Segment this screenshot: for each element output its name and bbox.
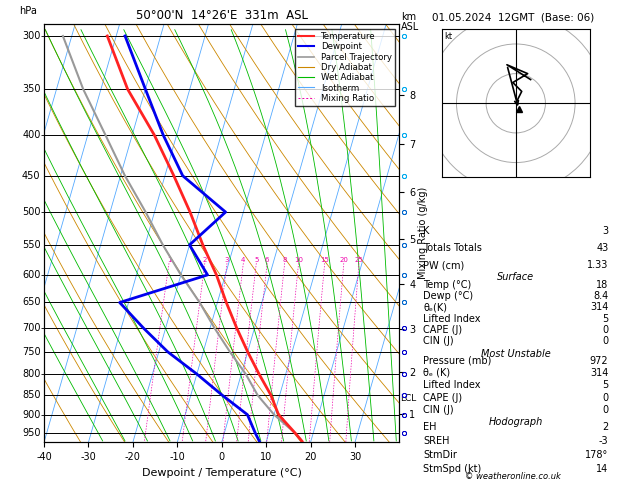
Text: 5: 5 [602,313,608,324]
Text: Totals Totals: Totals Totals [423,243,482,253]
Text: CIN (J): CIN (J) [423,405,454,415]
Text: 0: 0 [602,393,608,402]
Text: 2: 2 [602,422,608,432]
Text: 25: 25 [355,257,364,263]
Text: EH: EH [423,422,437,432]
Text: 43: 43 [596,243,608,253]
Text: 850: 850 [22,390,40,400]
Text: 10: 10 [294,257,303,263]
Text: 800: 800 [22,369,40,379]
Text: 8.4: 8.4 [593,291,608,301]
Text: SREH: SREH [423,435,450,446]
Text: 650: 650 [22,297,40,308]
Text: CAPE (J): CAPE (J) [423,325,462,335]
Text: Most Unstable: Most Unstable [481,349,550,360]
Text: 450: 450 [22,171,40,181]
Text: 1.33: 1.33 [587,260,608,270]
Text: Lifted Index: Lifted Index [423,313,481,324]
Text: StmSpd (kt): StmSpd (kt) [423,464,481,474]
Text: Pressure (mb): Pressure (mb) [423,356,492,365]
Text: 600: 600 [22,270,40,280]
Text: 178°: 178° [585,450,608,460]
Text: 15: 15 [320,257,329,263]
Text: 314: 314 [590,368,608,378]
Text: Dewp (°C): Dewp (°C) [423,291,473,301]
Text: km: km [401,12,416,22]
Text: 314: 314 [590,302,608,312]
Text: 18: 18 [596,280,608,290]
Text: 0: 0 [602,336,608,347]
Text: 300: 300 [22,31,40,41]
Text: ASL: ASL [401,21,419,32]
Text: 972: 972 [590,356,608,365]
Text: 900: 900 [22,410,40,420]
Text: 0: 0 [602,325,608,335]
Text: CIN (J): CIN (J) [423,336,454,347]
Text: 5: 5 [602,380,608,390]
Text: hPa: hPa [19,6,37,16]
Text: 400: 400 [22,130,40,140]
Text: Lifted Index: Lifted Index [423,380,481,390]
Text: 20: 20 [340,257,348,263]
Text: 14: 14 [596,464,608,474]
Text: 950: 950 [22,428,40,438]
Text: PW (cm): PW (cm) [423,260,464,270]
Text: 350: 350 [22,84,40,94]
Text: 4: 4 [241,257,245,263]
Text: 0: 0 [602,405,608,415]
Text: θₑ(K): θₑ(K) [423,302,447,312]
Text: 500: 500 [22,207,40,217]
Text: 01.05.2024  12GMT  (Base: 06): 01.05.2024 12GMT (Base: 06) [431,12,594,22]
Legend: Temperature, Dewpoint, Parcel Trajectory, Dry Adiabat, Wet Adiabat, Isotherm, Mi: Temperature, Dewpoint, Parcel Trajectory… [295,29,395,106]
Title: 50°00'N  14°26'E  331m  ASL: 50°00'N 14°26'E 331m ASL [136,9,308,22]
Text: -3: -3 [599,435,608,446]
Text: 8: 8 [282,257,287,263]
Text: © weatheronline.co.uk: © weatheronline.co.uk [465,472,560,481]
Text: 750: 750 [22,347,40,357]
Text: 3: 3 [225,257,229,263]
Text: 5: 5 [254,257,259,263]
Text: 2: 2 [203,257,207,263]
Text: 700: 700 [22,323,40,333]
Text: 550: 550 [22,240,40,250]
Y-axis label: Mixing Ratio (g/kg): Mixing Ratio (g/kg) [418,187,428,279]
Text: K: K [423,226,430,236]
Text: 6: 6 [265,257,269,263]
Text: Surface: Surface [497,272,535,282]
Text: θₑ (K): θₑ (K) [423,368,450,378]
X-axis label: Dewpoint / Temperature (°C): Dewpoint / Temperature (°C) [142,468,302,478]
Text: kt: kt [445,32,453,41]
Text: LCL: LCL [400,395,416,403]
Text: StmDir: StmDir [423,450,457,460]
Text: Hodograph: Hodograph [489,417,543,427]
Text: CAPE (J): CAPE (J) [423,393,462,402]
Text: 1: 1 [167,257,171,263]
Text: 3: 3 [602,226,608,236]
Text: Temp (°C): Temp (°C) [423,280,472,290]
